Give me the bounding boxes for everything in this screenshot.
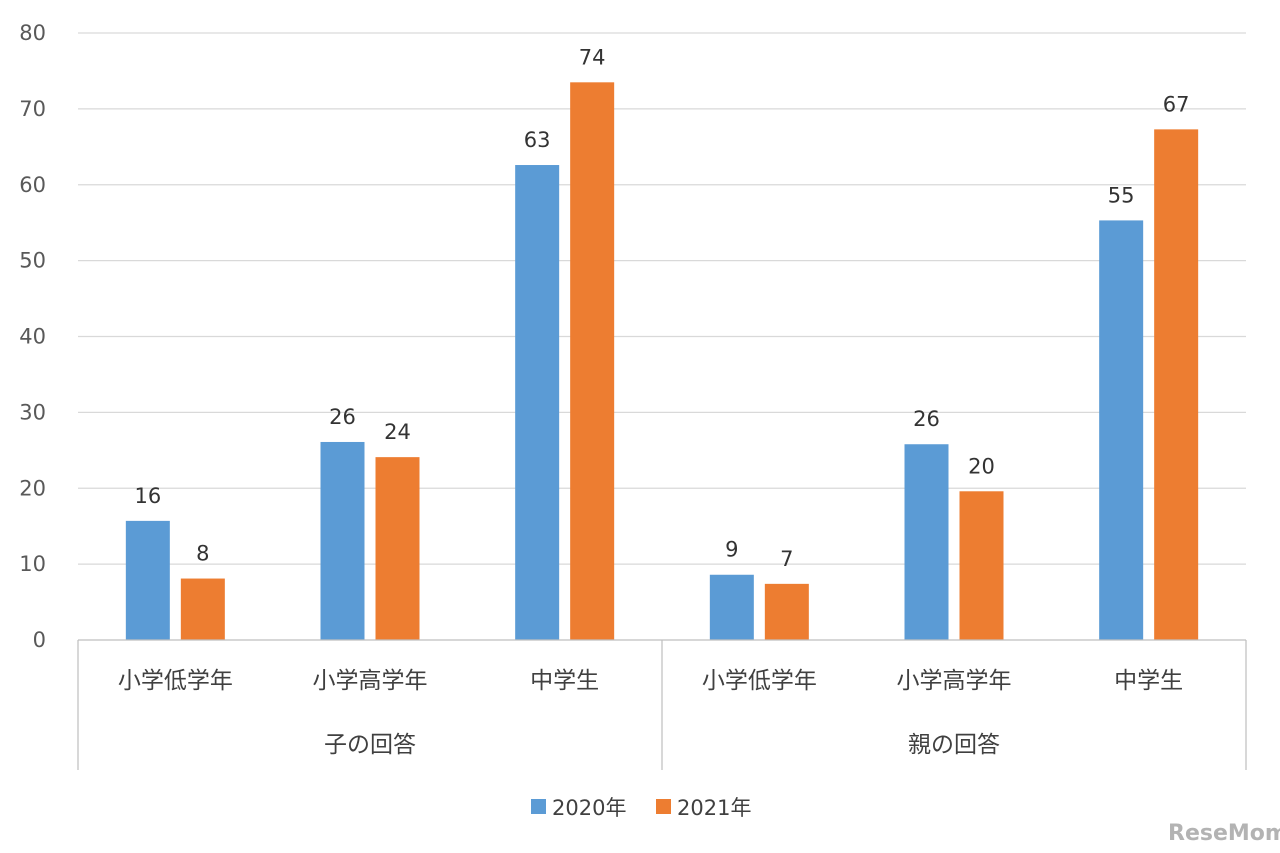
y-axis-ticks: 0 10 20 30 40 50 60 70 80 — [19, 21, 46, 652]
category-label: 中学生 — [530, 668, 599, 694]
group-label: 子の回答 — [324, 732, 416, 758]
gridlines — [78, 32, 1246, 565]
bars — [125, 82, 1199, 641]
category-label: 小学低学年 — [702, 668, 817, 694]
y-tick-label: 60 — [19, 173, 46, 197]
bar-2020 — [1099, 220, 1144, 640]
legend-label: 2021年 — [677, 796, 751, 820]
bar-2020 — [320, 441, 365, 640]
y-tick-label: 0 — [33, 628, 46, 652]
bar-2020 — [515, 165, 560, 640]
data-label: 7 — [780, 547, 793, 571]
legend-swatch — [656, 799, 671, 814]
data-label: 74 — [579, 45, 606, 69]
watermark-logo: ReseMom — [1168, 821, 1280, 846]
data-label: 24 — [384, 420, 411, 444]
category-label: 中学生 — [1114, 668, 1183, 694]
y-tick-label: 10 — [19, 552, 46, 576]
data-labels: 16 8 26 24 63 74 9 7 26 20 55 67 — [134, 45, 1189, 571]
y-tick-label: 20 — [19, 476, 46, 500]
bar-2020 — [904, 444, 949, 640]
data-label: 26 — [913, 407, 940, 431]
data-label: 55 — [1108, 183, 1135, 207]
watermark-text: ReseMom — [1168, 821, 1280, 846]
data-label: 20 — [968, 454, 995, 478]
data-label: 16 — [134, 484, 161, 508]
bar-2021 — [180, 578, 225, 640]
y-tick-label: 70 — [19, 97, 46, 121]
bar-2020 — [125, 520, 170, 640]
category-label: 小学高学年 — [897, 668, 1012, 694]
legend-label: 2020年 — [552, 796, 626, 820]
group-label: 親の回答 — [908, 732, 1000, 758]
y-tick-label: 40 — [19, 325, 46, 349]
data-label: 8 — [196, 542, 209, 566]
data-label: 9 — [725, 538, 738, 562]
bar-2021 — [375, 457, 420, 640]
bar-2021 — [764, 583, 809, 640]
data-label: 26 — [329, 405, 356, 429]
category-label: 小学低学年 — [118, 668, 233, 694]
bar-2021 — [1154, 129, 1199, 640]
bar-2021 — [959, 491, 1004, 640]
legend-swatch — [531, 799, 546, 814]
y-tick-label: 50 — [19, 249, 46, 273]
data-label: 63 — [524, 128, 551, 152]
legend: 2020年 2021年 — [531, 796, 751, 820]
category-label: 小学高学年 — [313, 668, 428, 694]
data-label: 67 — [1163, 92, 1190, 116]
y-tick-label: 80 — [19, 21, 46, 45]
bar-2021 — [570, 82, 615, 641]
bar-2020 — [709, 574, 754, 640]
y-tick-label: 30 — [19, 400, 46, 424]
